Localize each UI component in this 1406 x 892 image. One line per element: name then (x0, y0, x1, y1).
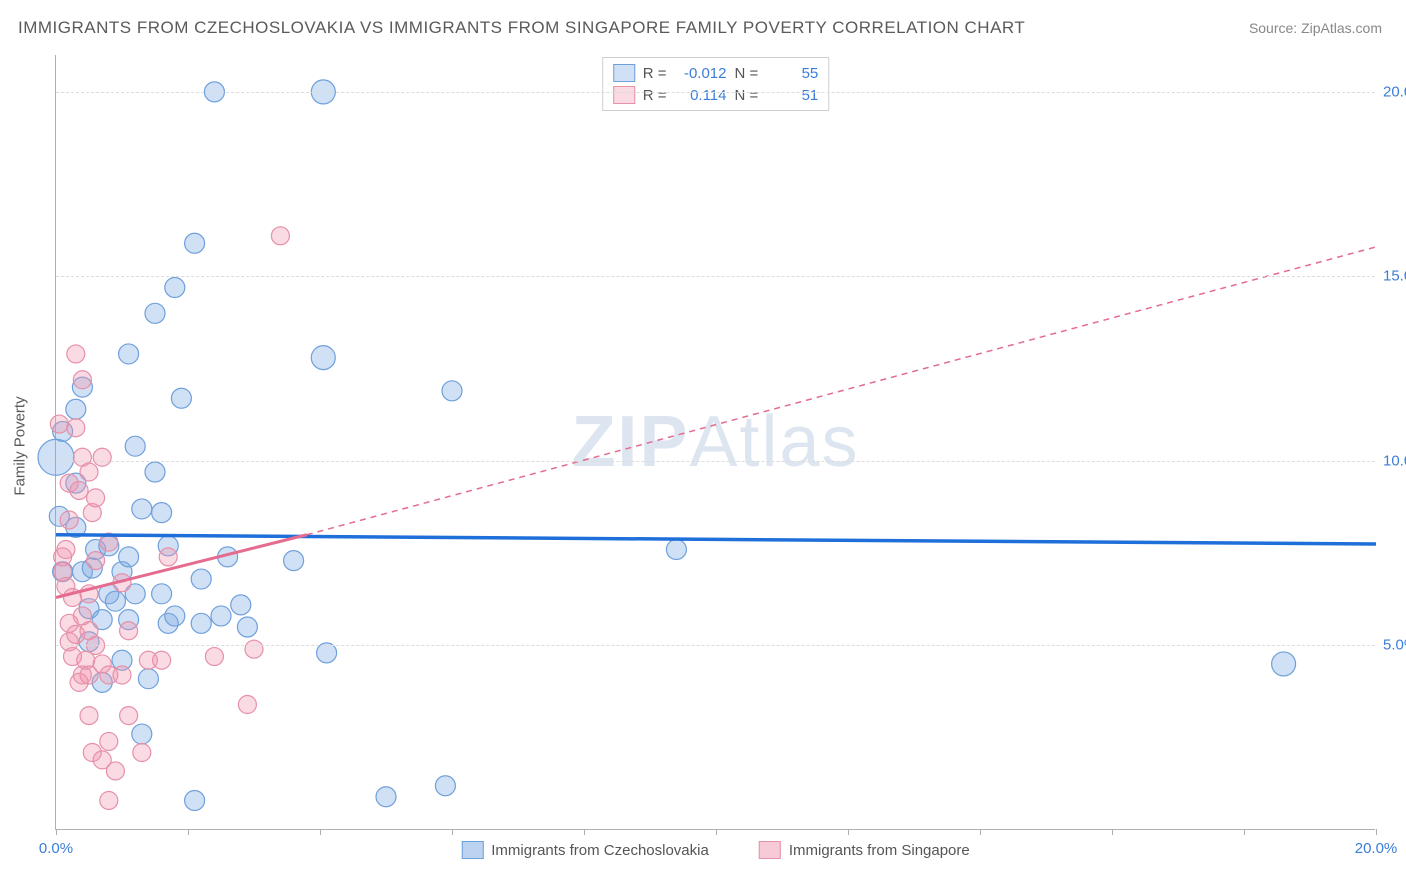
trend-line (56, 535, 1376, 544)
x-tick (716, 829, 717, 835)
data-point (211, 606, 231, 626)
data-point (1272, 652, 1296, 676)
swatch-icon (461, 841, 483, 859)
data-point (171, 388, 191, 408)
data-point (113, 666, 131, 684)
data-point (120, 707, 138, 725)
data-point (145, 462, 165, 482)
y-axis-title: Family Poverty (12, 396, 29, 495)
data-point (191, 613, 211, 633)
data-point (152, 584, 172, 604)
x-tick (452, 829, 453, 835)
data-point (231, 595, 251, 615)
data-point (120, 622, 138, 640)
data-point (105, 591, 125, 611)
y-tick-label: 10.0% (1383, 452, 1406, 469)
y-tick-label: 15.0% (1383, 268, 1406, 285)
series-legend: Immigrants from Czechoslovakia Immigrant… (461, 841, 969, 859)
data-point (145, 303, 165, 323)
x-tick (1376, 829, 1377, 835)
data-point (666, 540, 686, 560)
data-point (185, 233, 205, 253)
data-point (271, 227, 289, 245)
x-tick (584, 829, 585, 835)
data-point (311, 346, 335, 370)
data-point (191, 569, 211, 589)
data-point (435, 776, 455, 796)
data-point (67, 345, 85, 363)
x-tick (320, 829, 321, 835)
data-point (50, 415, 68, 433)
data-point (100, 732, 118, 750)
data-point (87, 552, 105, 570)
data-point (80, 463, 98, 481)
data-point (73, 371, 91, 389)
data-point (100, 791, 118, 809)
source-label: Source: ZipAtlas.com (1249, 20, 1382, 36)
data-point (133, 744, 151, 762)
legend-item: Immigrants from Singapore (759, 841, 970, 859)
x-tick-label: 20.0% (1355, 840, 1398, 857)
data-point (67, 419, 85, 437)
x-tick (848, 829, 849, 835)
data-point (80, 707, 98, 725)
scatter-svg (56, 55, 1375, 829)
data-point (119, 547, 139, 567)
data-point (237, 617, 257, 637)
y-tick-label: 20.0% (1383, 83, 1406, 100)
data-point (132, 724, 152, 744)
data-point (238, 696, 256, 714)
data-point (106, 762, 124, 780)
x-tick (1244, 829, 1245, 835)
data-point (60, 511, 78, 529)
data-point (87, 489, 105, 507)
data-point (38, 439, 74, 475)
data-point (185, 790, 205, 810)
data-point (125, 436, 145, 456)
x-tick (188, 829, 189, 835)
data-point (442, 381, 462, 401)
legend-label: Immigrants from Czechoslovakia (491, 842, 709, 859)
data-point (165, 278, 185, 298)
data-point (138, 669, 158, 689)
x-tick (56, 829, 57, 835)
gridline (56, 645, 1375, 646)
legend-label: Immigrants from Singapore (789, 842, 970, 859)
gridline (56, 461, 1375, 462)
data-point (205, 648, 223, 666)
data-point (376, 787, 396, 807)
data-point (159, 548, 177, 566)
plot-area: ZIPAtlas R = -0.012 N = 55 R = 0.114 N =… (55, 55, 1375, 830)
gridline (56, 276, 1375, 277)
data-point (284, 551, 304, 571)
data-point (70, 481, 88, 499)
data-point (153, 651, 171, 669)
data-point (119, 344, 139, 364)
trend-line-extrapolated (307, 247, 1376, 535)
legend-item: Immigrants from Czechoslovakia (461, 841, 709, 859)
data-point (93, 448, 111, 466)
x-tick (1112, 829, 1113, 835)
data-point (165, 606, 185, 626)
swatch-icon (759, 841, 781, 859)
data-point (132, 499, 152, 519)
x-tick-label: 0.0% (39, 840, 73, 857)
data-point (66, 399, 86, 419)
data-point (57, 541, 75, 559)
chart-title: IMMIGRANTS FROM CZECHOSLOVAKIA VS IMMIGR… (18, 18, 1025, 38)
gridline (56, 92, 1375, 93)
y-tick-label: 5.0% (1383, 637, 1406, 654)
x-tick (980, 829, 981, 835)
data-point (152, 503, 172, 523)
data-point (245, 640, 263, 658)
